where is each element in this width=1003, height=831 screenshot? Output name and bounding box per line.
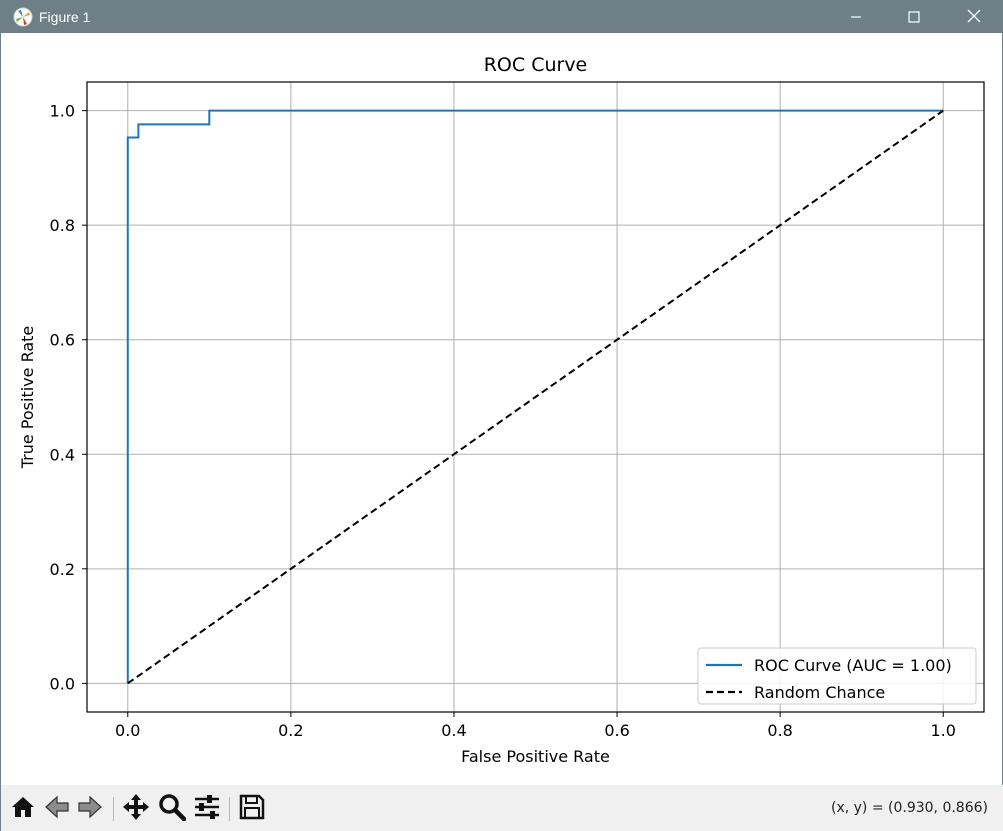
roc-chart[interactable]: 0.0 0.2 0.4 0.6 0.8 1.0 0.0 0.2 0.4 0.6 0.8 1.0 ROC … [4, 34, 1001, 784]
x-tick-label: 0.2 [278, 721, 303, 740]
figure-canvas[interactable]: 0.0 0.2 0.4 0.6 0.8 1.0 0.0 0.2 0.4 0.6 0.8 1.0 ROC … [4, 34, 1001, 784]
legend-box [697, 647, 977, 705]
close-icon [967, 8, 981, 27]
legend-label: Random Chance [754, 683, 885, 702]
move-icon [122, 793, 150, 825]
x-tick-label: 1.0 [931, 721, 956, 740]
toolbar-separator [113, 797, 114, 821]
x-tick-label: 0.0 [115, 721, 140, 740]
matplotlib-logo-icon [13, 7, 33, 27]
maximize-icon [908, 8, 920, 27]
x-tick-label: 0.6 [604, 721, 629, 740]
minimize-icon [850, 8, 862, 27]
navigation-toolbar: (x, y) = (0.930, 0.866) [1, 785, 1003, 831]
y-tick-label: 0.4 [50, 445, 75, 464]
window-title: Figure 1 [39, 9, 91, 25]
arrow-right-icon [77, 795, 103, 823]
x-tick-label: 0.4 [441, 721, 466, 740]
y-tick-label: 0.8 [50, 216, 75, 235]
configure-subplots-button[interactable] [192, 794, 222, 824]
y-tick-label: 0.6 [50, 331, 75, 350]
maximize-button[interactable] [885, 1, 943, 33]
save-button[interactable] [237, 794, 267, 824]
floppy-disk-icon [238, 793, 266, 825]
forward-button[interactable] [75, 794, 105, 824]
x-axis-label: False Positive Rate [461, 747, 610, 766]
title-bar[interactable]: Figure 1 [1, 1, 1003, 33]
arrow-left-icon [44, 795, 70, 823]
pan-button[interactable] [121, 794, 151, 824]
axes-frame [86, 81, 985, 713]
zoom-button[interactable] [157, 794, 187, 824]
magnifier-icon [158, 793, 187, 825]
y-tick-label: 1.0 [50, 102, 75, 121]
y-tick-label: 0.2 [50, 560, 75, 579]
toolbar-separator [229, 797, 230, 821]
chart-title: ROC Curve [484, 54, 588, 76]
roc-curve-line [126, 109, 944, 684]
random-chance-line [127, 109, 944, 685]
y-axis-label: True Positive Rate [18, 326, 37, 470]
y-tick-label: 0.0 [50, 674, 75, 693]
x-tick-label: 0.8 [767, 721, 792, 740]
home-button[interactable] [8, 794, 38, 824]
back-button[interactable] [42, 794, 72, 824]
minimize-button[interactable] [827, 1, 885, 33]
sliders-icon [193, 793, 221, 825]
home-icon [10, 795, 36, 823]
legend-label: ROC Curve (AUC = 1.00) [754, 656, 952, 675]
cursor-coordinates: (x, y) = (0.930, 0.866) [830, 800, 988, 816]
close-button[interactable] [945, 1, 1003, 33]
